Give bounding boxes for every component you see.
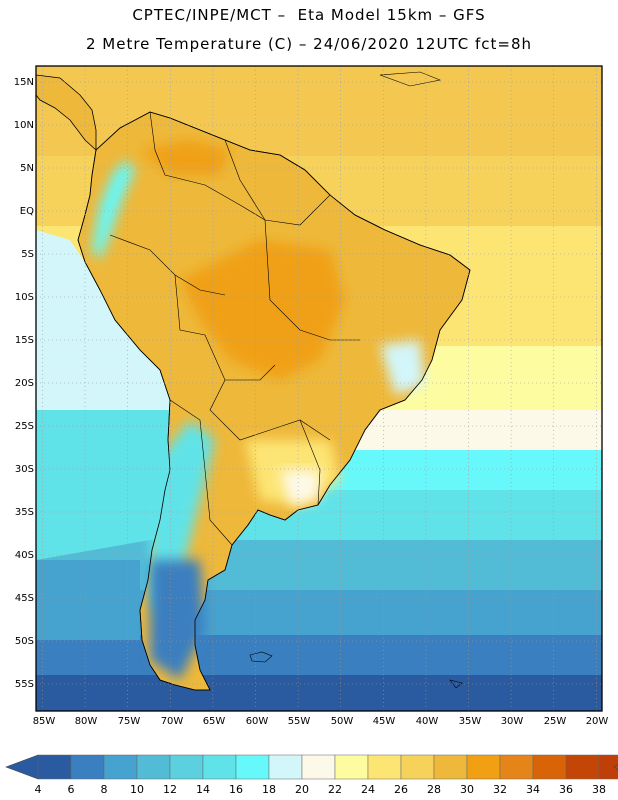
- temperature-field: [36, 66, 602, 711]
- colorbar-swatch: [301, 754, 336, 780]
- colorbar-label: 12: [163, 783, 177, 796]
- colorbar-swatch: [103, 754, 138, 780]
- colorbar-swatch: [37, 754, 72, 780]
- colorbar-label: 10: [130, 783, 144, 796]
- colorbar-label: 34: [526, 783, 540, 796]
- colorbar-label: 14: [196, 783, 210, 796]
- ocean-8-band: [36, 635, 602, 675]
- colorbar-swatch: [268, 754, 303, 780]
- lat-label: 45S: [14, 593, 34, 604]
- colorbar-label: 36: [559, 783, 573, 796]
- lon-label: 45W: [372, 716, 396, 727]
- lat-label: 5S: [21, 249, 34, 260]
- lat-label: EQ: [19, 206, 34, 217]
- lon-label: 50W: [330, 716, 354, 727]
- colorbar-low-arrow: [5, 754, 39, 780]
- lon-label: 40W: [415, 716, 439, 727]
- colorbar-swatch: [235, 754, 270, 780]
- colorbar-swatch: [367, 754, 402, 780]
- colorbar-label: 18: [262, 783, 276, 796]
- lat-label: 20S: [14, 378, 34, 389]
- lat-label: 10N: [13, 120, 34, 131]
- colorbar: [5, 754, 618, 780]
- lon-label: 65W: [202, 716, 226, 727]
- map-frame: [35, 65, 603, 712]
- southern-ocean-cold: [36, 560, 140, 640]
- colorbar-swatch: [532, 754, 567, 780]
- lat-label: 25S: [14, 421, 34, 432]
- map-title-line1: CPTEC/INPE/MCT – Eta Model 15km – GFS: [132, 6, 486, 24]
- colorbar-swatch: [433, 754, 468, 780]
- lon-label: 80W: [74, 716, 98, 727]
- pacific-cold-zone: [36, 410, 175, 560]
- north-warm-core: [140, 140, 230, 175]
- lat-label: 5N: [20, 163, 34, 174]
- lat-label: 40S: [14, 550, 34, 561]
- lat-label: 30S: [14, 464, 34, 475]
- lon-label: 75W: [117, 716, 141, 727]
- colorbar-label: 28: [427, 783, 441, 796]
- colorbar-swatch: [466, 754, 501, 780]
- map-title-line2: 2 Metre Temperature (C) – 24/06/2020 12U…: [85, 35, 533, 53]
- colorbar-swatch: [136, 754, 171, 780]
- colorbar-label: 30: [460, 783, 474, 796]
- colorbar-label: 26: [394, 783, 408, 796]
- lat-label: 15S: [14, 335, 34, 346]
- lat-label: 10S: [14, 292, 34, 303]
- uruguay-cool: [280, 470, 320, 505]
- colorbar-swatch: [202, 754, 237, 780]
- central-america-coast: [36, 74, 97, 151]
- lat-label: 35S: [14, 507, 34, 518]
- lon-label: 70W: [160, 716, 184, 727]
- colorbar-label: 20: [295, 783, 309, 796]
- colorbar-label: 38: [592, 783, 606, 796]
- central-warm-core: [180, 240, 345, 380]
- colorbar-high-arrow: [613, 763, 618, 771]
- colorbar-label: 6: [67, 783, 75, 796]
- colorbar-swatch: [169, 754, 204, 780]
- colorbar-label: 22: [328, 783, 342, 796]
- lat-label: 50S: [14, 636, 34, 647]
- colorbar-swatch: [499, 754, 534, 780]
- colorbar-swatch: [598, 754, 618, 780]
- lon-label: 60W: [245, 716, 269, 727]
- colorbar-label: 8: [100, 783, 108, 796]
- colorbar-label: 4: [34, 783, 42, 796]
- lon-label: 30W: [500, 716, 524, 727]
- andes-cool-strip: [92, 160, 135, 260]
- colorbar-label: 24: [361, 783, 375, 796]
- ocean-6-band: [36, 675, 602, 711]
- lon-label: 35W: [458, 716, 482, 727]
- lon-label: 25W: [543, 716, 567, 727]
- lat-label: 15N: [13, 77, 34, 88]
- lon-label: 85W: [32, 716, 56, 727]
- colorbar-label: 32: [493, 783, 507, 796]
- lon-label: 20W: [585, 716, 609, 727]
- colorbar-label: 16: [229, 783, 243, 796]
- patagonia-cold: [150, 560, 205, 680]
- lat-label: 55S: [14, 679, 34, 690]
- colorbar-swatch: [70, 754, 105, 780]
- colorbar-swatch: [400, 754, 435, 780]
- lon-label: 55W: [287, 716, 311, 727]
- brazil-highlands-cool: [380, 340, 425, 395]
- colorbar-swatch: [334, 754, 369, 780]
- colorbar-swatch: [565, 754, 600, 780]
- caribbean-islands: [379, 71, 442, 87]
